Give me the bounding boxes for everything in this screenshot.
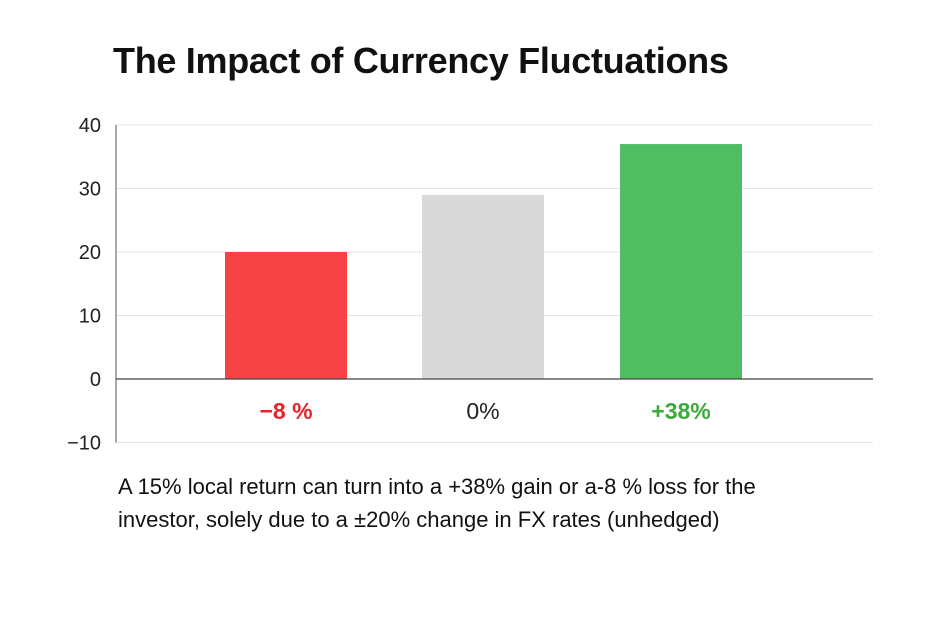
category-label: +38% — [651, 398, 710, 424]
chart-title: The Impact of Currency Fluctuations — [113, 40, 729, 81]
axes — [115, 125, 873, 443]
caption-line-2: investor, solely due to a ±20% change in… — [118, 507, 720, 532]
y-tick-label: 20 — [79, 242, 101, 264]
bar — [422, 194, 544, 379]
y-tick-label: 30 — [79, 179, 101, 201]
bar — [225, 252, 347, 379]
caption-line-1: A 15% local return can turn into a +38% … — [118, 474, 756, 499]
category-label: 0% — [466, 398, 499, 424]
y-tick-label: 10 — [79, 306, 101, 328]
y-tick-label: −10 — [67, 433, 101, 455]
category-labels: −8 % 0% +38% — [259, 398, 710, 424]
y-tick-label: 40 — [79, 115, 101, 137]
bar — [620, 144, 742, 379]
bars — [225, 144, 742, 379]
y-tick-label: 0 — [90, 369, 101, 391]
chart-caption: A 15% local return can turn into a +38% … — [118, 470, 878, 536]
category-label: −8 % — [259, 398, 312, 424]
y-tick-labels: 40 30 20 10 0 −10 — [67, 115, 101, 455]
